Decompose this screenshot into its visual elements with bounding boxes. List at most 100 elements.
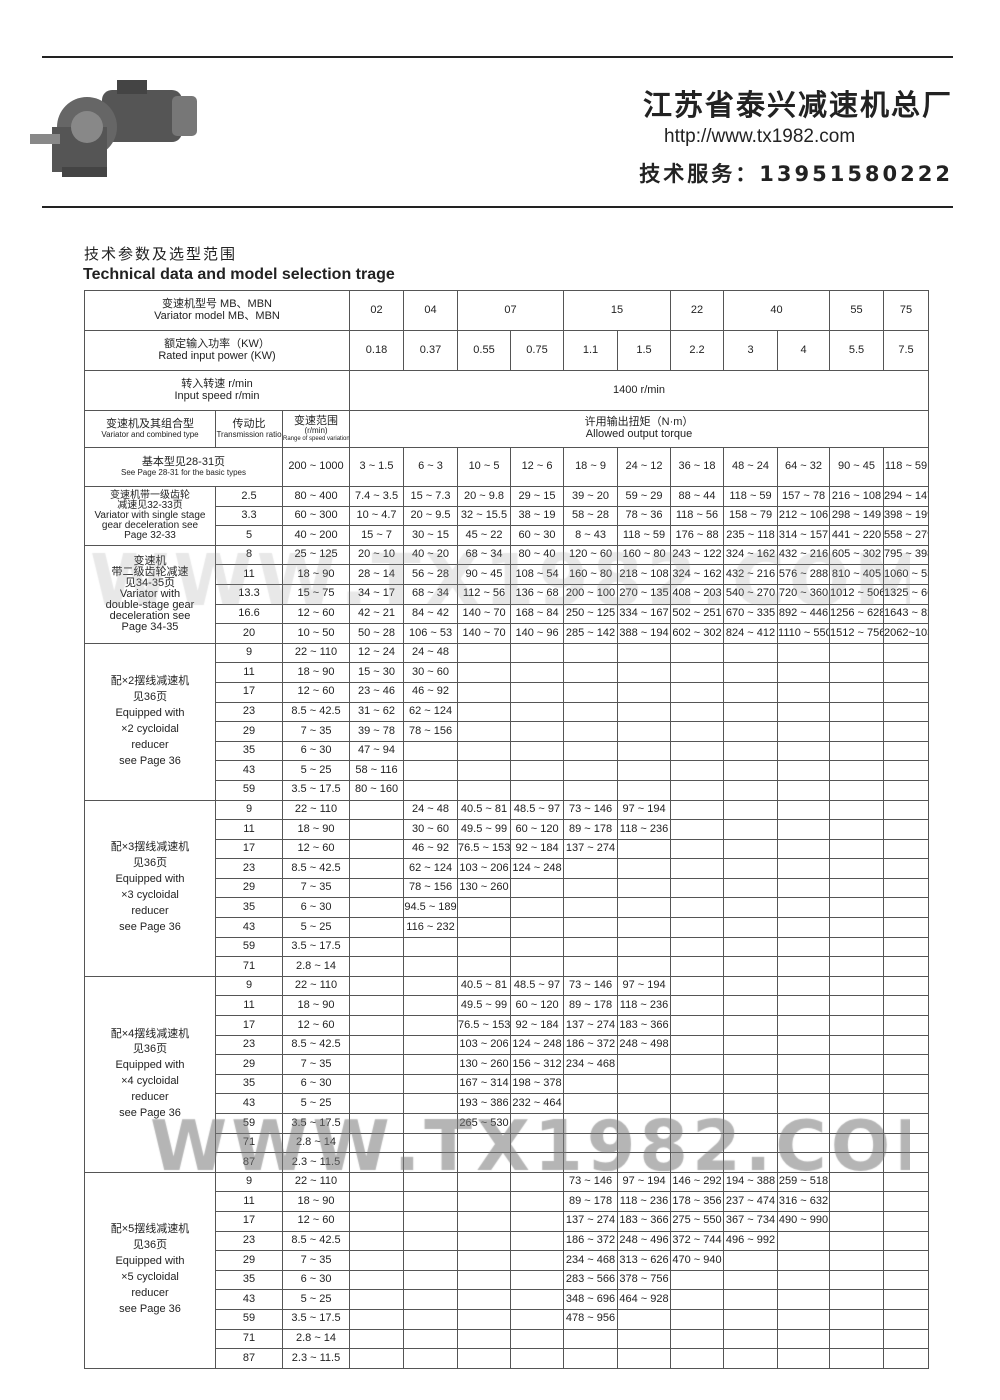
torque-cell: 62 ~ 124 (403, 701, 459, 723)
torque-cell: 39 ~ 78 (349, 721, 405, 742)
torque-cell (403, 1348, 459, 1369)
torque-cell: 324 ~ 162 (670, 564, 725, 585)
torque-cell: 73 ~ 146 (563, 975, 619, 997)
section-title-en: Technical data and model selection trage (83, 266, 395, 283)
torque-cell (723, 1132, 779, 1154)
torque-cell (457, 662, 512, 683)
cell-line: reducer (131, 905, 169, 918)
torque-cell (777, 819, 831, 840)
ratio-cell: 59 (215, 936, 283, 958)
torque-cell (777, 1034, 831, 1056)
torque-cell: 84 ~ 42 (403, 603, 459, 625)
cell-line: see Page 36 (119, 921, 181, 934)
torque-cell (883, 1093, 930, 1114)
website-link[interactable]: http://www.tx1982.com (664, 126, 856, 147)
torque-cell: 48.5 ~ 97 (510, 975, 565, 997)
torque-cell (563, 662, 619, 683)
torque-cell (403, 1073, 459, 1095)
cell-line: 配×5摆线减速机 (110, 1223, 190, 1236)
torque-cell (457, 1132, 512, 1154)
torque-cell (457, 1269, 512, 1291)
torque-cell (457, 1210, 512, 1232)
section-label: 配×5摆线减速机 见36页 Equipped with ×5 cycloidal red… (84, 1171, 216, 1369)
torque-cell (670, 1073, 725, 1095)
torque-cell (777, 1054, 831, 1075)
torque-cell (457, 1191, 512, 1212)
torque-cell (883, 701, 930, 723)
torque-cell (617, 1152, 672, 1173)
torque-cell (563, 681, 619, 703)
cell-line: Transmission ratio (216, 429, 282, 439)
torque-cell (670, 760, 725, 781)
table-row: 87 2.3 ~ 11.5 (85, 1348, 930, 1369)
torque-cell: 60 ~ 30 (510, 525, 565, 546)
torque-cell (777, 858, 831, 879)
torque-cell (510, 1230, 565, 1252)
torque-cell (510, 936, 565, 958)
torque-cell: 259 ~ 518 (777, 1171, 831, 1193)
torque-cell (777, 1132, 831, 1154)
ratio-cell: 17 (215, 1210, 283, 1232)
ratio-cell: 59 (215, 779, 283, 801)
torque-cell: 58 ~ 116 (349, 760, 405, 781)
torque-cell (670, 975, 725, 997)
torque-cell: 200 ~ 100 (563, 583, 619, 605)
cell-line: see Page 36 (119, 1107, 181, 1120)
torque-cell: 45 ~ 22 (457, 525, 512, 546)
torque-cell (563, 642, 619, 664)
torque-cell: 120 ~ 60 (563, 544, 619, 566)
torque-cell: 183 ~ 366 (617, 1015, 672, 1036)
torque-cell (670, 897, 725, 919)
ratio-cell: 71 (215, 1328, 283, 1350)
cell-line: 配×4摆线减速机 (110, 1027, 190, 1040)
torque-cell: 324 ~ 162 (723, 544, 779, 566)
range-cell: 60 ~ 300 (281, 505, 351, 527)
torque-cell (563, 1348, 619, 1369)
cell-line: 减速见32-33页 (117, 499, 183, 511)
torque-cell (457, 936, 512, 958)
basic-range: 200 ~ 1000 (281, 447, 351, 487)
torque-cell (829, 956, 885, 977)
speed-label: 转入转速 r/min Input speed r/min (83, 370, 351, 411)
torque-cell (670, 1308, 725, 1330)
model-55: 55 (829, 290, 885, 331)
ratio-cell: 87 (215, 1348, 283, 1369)
torque-cell: 140 ~ 70 (457, 623, 512, 644)
torque-cell (349, 1113, 405, 1134)
torque-cell (349, 799, 405, 821)
torque-cell: 186 ~ 372 (563, 1034, 619, 1056)
torque-cell: 160 ~ 80 (617, 544, 672, 566)
ratio-cell: 17 (215, 681, 283, 703)
torque-cell (670, 779, 725, 801)
torque-cell: 1643 ~ 822 (883, 603, 930, 625)
torque-cell (457, 681, 512, 703)
ratio-cell: 35 (215, 740, 283, 762)
torque-cell: 68 ~ 34 (457, 544, 512, 566)
range-cell: 6 ~ 30 (281, 1269, 351, 1291)
torque-cell (829, 1210, 885, 1232)
torque-cell (510, 1328, 565, 1350)
cell-line: ×5 cycloidal (121, 1271, 179, 1284)
torque-cell: 80 ~ 40 (510, 544, 565, 566)
torque-cell (723, 1289, 779, 1310)
cell-line: 见36页 (132, 690, 168, 703)
torque-cell: 12 ~ 24 (349, 642, 405, 664)
table-row: 59 3.5 ~ 17.5 80 ~ 160 (85, 779, 930, 801)
torque-cell (403, 1269, 459, 1291)
ratio-cell: 59 (215, 1113, 283, 1134)
torque-cell (563, 877, 619, 899)
torque-cell (563, 701, 619, 723)
torque-cell (723, 1328, 779, 1350)
torque-cell (349, 838, 405, 860)
range-cell: 8.5 ~ 42.5 (281, 701, 351, 723)
torque-cell (829, 995, 885, 1017)
cell-line: ×3 cycloidal (121, 889, 179, 902)
torque-cell (777, 1152, 831, 1173)
torque-cell (349, 1191, 405, 1212)
torque-cell (829, 819, 885, 840)
torque-cell: 2062~1031 (883, 623, 930, 644)
ratio-cell: 5 (215, 525, 283, 546)
range-cell: 12 ~ 60 (281, 838, 351, 860)
torque-cell (617, 917, 672, 938)
torque-cell: 720 ~ 360 (777, 583, 831, 605)
